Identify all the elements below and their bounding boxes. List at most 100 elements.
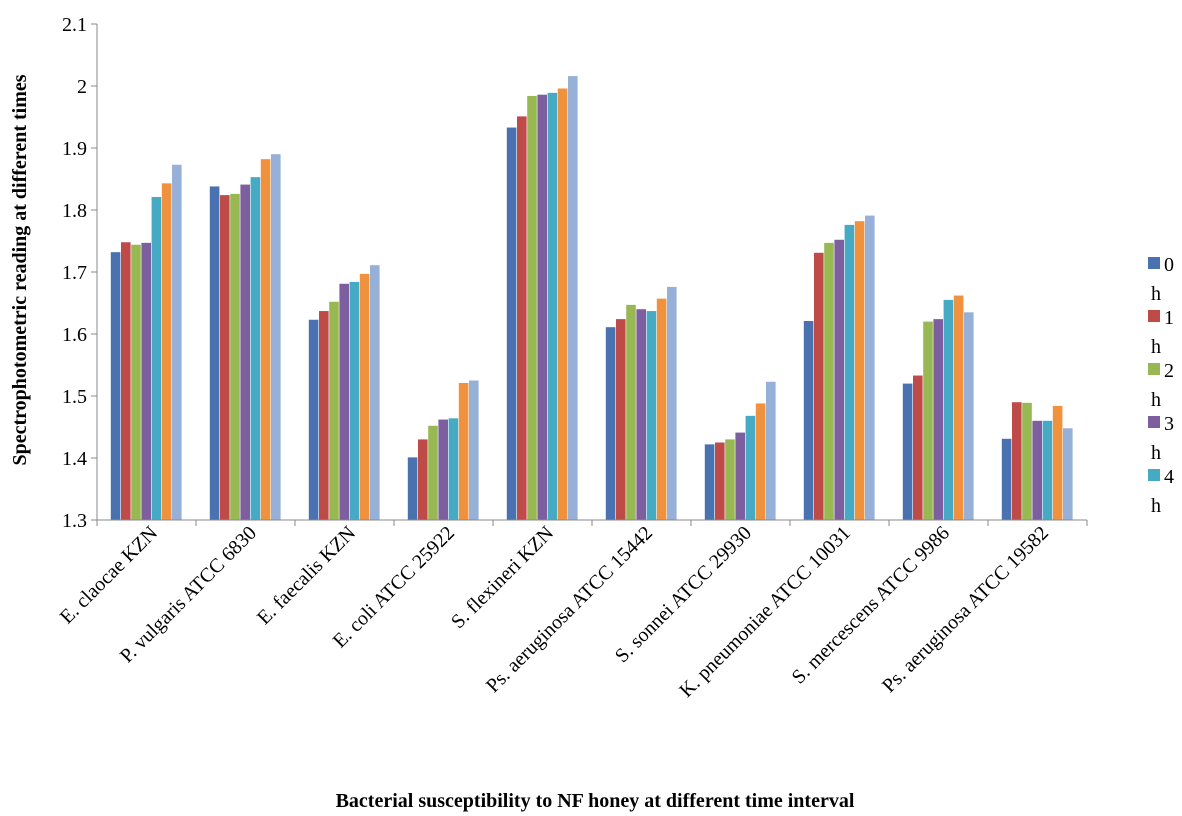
legend-swatch	[1148, 257, 1160, 269]
bar	[616, 319, 626, 520]
bar	[131, 245, 141, 520]
bar	[469, 381, 479, 521]
legend-number: 1	[1164, 307, 1174, 329]
bar	[756, 403, 766, 520]
x-category-label: Ps. aeruginosa ATCC 19582	[878, 522, 1053, 697]
bar	[1032, 421, 1042, 520]
x-category-label: S. flexineri KZN	[447, 522, 558, 633]
bar	[903, 384, 913, 520]
legend-unit: h	[1151, 495, 1161, 517]
x-category-label: Ps. aeruginosa ATCC 15442	[482, 522, 657, 697]
bar	[329, 302, 339, 520]
bar	[865, 216, 875, 520]
bar	[824, 243, 834, 520]
bar	[766, 382, 776, 520]
bar	[804, 321, 814, 520]
bar	[172, 165, 182, 520]
legend-number: 2	[1164, 360, 1174, 382]
bar	[1063, 428, 1073, 520]
y-axis-ticks: 1.3 1.4 1.5 1.6 1.7 1.8 1.9 2 2.1	[62, 14, 97, 532]
bar	[261, 159, 271, 520]
bar	[517, 116, 527, 520]
bar	[606, 327, 616, 520]
bar	[855, 221, 865, 520]
y-tick-label: 1.8	[62, 200, 87, 222]
bar	[360, 274, 370, 520]
bar	[814, 253, 824, 520]
y-tick-label: 1.4	[62, 448, 87, 470]
bar	[923, 322, 933, 520]
bar	[845, 225, 855, 520]
bar	[459, 383, 469, 520]
legend-unit: h	[1151, 283, 1161, 305]
legend-unit: h	[1151, 389, 1161, 411]
bar	[309, 320, 319, 520]
bar	[954, 296, 964, 520]
legend-swatch	[1148, 416, 1160, 428]
x-category-label: E. faecalis KZN	[253, 522, 360, 629]
bar	[162, 183, 172, 520]
y-tick-label: 2.1	[62, 14, 87, 36]
bar	[548, 93, 558, 520]
bar	[271, 154, 281, 520]
bar	[1022, 403, 1032, 520]
bar	[230, 194, 240, 520]
bar	[141, 243, 151, 520]
y-tick-label: 1.6	[62, 324, 87, 346]
bar	[834, 240, 844, 520]
legend-number: 4	[1164, 466, 1174, 488]
bar	[507, 128, 517, 520]
bar	[944, 300, 954, 520]
bar	[121, 242, 131, 520]
y-tick-label: 1.9	[62, 138, 87, 160]
bar	[210, 186, 220, 520]
bar	[408, 457, 418, 520]
bar	[240, 185, 250, 520]
bar	[626, 305, 636, 520]
bar	[636, 309, 646, 520]
bar	[933, 319, 943, 520]
legend-swatch	[1148, 469, 1160, 481]
bar	[1002, 439, 1012, 520]
bar	[1053, 406, 1063, 520]
bar	[705, 444, 715, 520]
bar	[913, 376, 923, 520]
legend-number: 0	[1164, 254, 1174, 276]
bar	[339, 284, 349, 520]
legend-unit: h	[1151, 442, 1161, 464]
bar	[1012, 402, 1022, 520]
bar	[319, 311, 329, 520]
x-category-label: S. mercescens ATCC 9986	[788, 522, 954, 688]
bar	[527, 96, 537, 520]
bar	[568, 76, 578, 520]
bar	[152, 197, 162, 520]
bar	[746, 416, 756, 520]
bar	[667, 287, 677, 520]
legend-swatch	[1148, 363, 1160, 375]
y-tick-label: 1.7	[62, 262, 87, 284]
bar	[964, 312, 974, 520]
y-tick-label: 1.3	[62, 510, 87, 532]
bar	[350, 282, 360, 520]
bar	[111, 252, 121, 520]
bars	[111, 76, 1073, 520]
y-tick-label: 1.5	[62, 386, 87, 408]
bar	[735, 433, 745, 520]
bar	[370, 265, 380, 520]
bar	[418, 439, 428, 520]
bar	[725, 439, 735, 520]
legend-number: 3	[1164, 413, 1174, 435]
bar	[647, 311, 657, 520]
bar	[449, 418, 459, 520]
bar	[428, 426, 438, 520]
x-category-label: K. pneumoniae ATCC 10031	[675, 522, 855, 702]
bar	[438, 420, 448, 520]
legend-swatch	[1148, 310, 1160, 322]
bar	[558, 88, 568, 520]
x-category-label: E. claocae KZN	[56, 522, 162, 628]
bar	[657, 299, 667, 520]
bar	[1043, 421, 1053, 520]
